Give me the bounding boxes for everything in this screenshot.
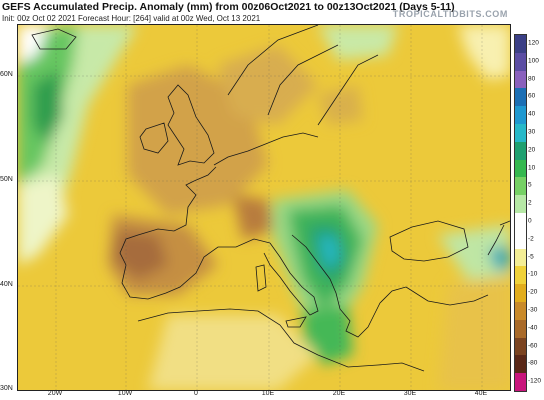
colorbar-label: 80 (528, 75, 536, 82)
latitude-label: 60N (0, 71, 13, 78)
colorbar-segment (515, 177, 526, 196)
latitude-label: 40N (0, 281, 13, 288)
map-canvas (18, 25, 510, 390)
map-title: GEFS Accumulated Precip. Anomaly (mm) fr… (2, 1, 455, 13)
colorbar-segment (515, 266, 526, 285)
longitude-label: 30E (403, 390, 417, 397)
colorbar-label: -80 (528, 359, 538, 367)
colorbar-label: 10 (528, 164, 536, 171)
colorbar-label: 2 (528, 199, 532, 207)
colorbar-segment (515, 302, 526, 321)
colorbar-segment (515, 124, 526, 143)
colorbar-label: -30 (528, 306, 538, 314)
colorbar-segment (515, 195, 526, 214)
colorbar-segment (515, 35, 526, 54)
colorbar-segment (515, 319, 526, 339)
colorbar-label: 100 (528, 57, 539, 65)
colorbar-label: -20 (528, 288, 538, 296)
colorbar-segment (515, 70, 526, 89)
longitude-label: 10W (117, 390, 133, 397)
colorbar-segment (515, 52, 526, 72)
longitude-label: 20E (332, 390, 346, 397)
map-subtitle: Init: 00z Oct 02 2021 Forecast Hour: [26… (2, 14, 261, 23)
anomaly-field (18, 25, 510, 390)
longitude-label: 20W (47, 390, 63, 397)
colorbar-segment (515, 373, 526, 392)
colorbar-segment (515, 106, 526, 125)
colorbar-label: -10 (528, 270, 538, 278)
latitude-label: 50N (0, 176, 13, 183)
graticule (18, 25, 510, 390)
colorbar-label: 5 (528, 181, 532, 189)
colorbar-segment (515, 230, 526, 250)
colorbar-label: -60 (528, 342, 538, 349)
colorbar-label: 40 (528, 110, 536, 118)
colorbar-label: 30 (528, 128, 536, 136)
latitude-label: 30N (0, 385, 13, 392)
colorbar-segment (515, 284, 526, 303)
colorbar-segment (515, 141, 526, 161)
colorbar-label: -40 (528, 324, 538, 332)
colorbar-label: 0 (528, 217, 532, 225)
colorbar-segment (515, 248, 526, 267)
longitude-label: 10E (261, 390, 275, 397)
colorbar (514, 34, 527, 392)
precip-anomaly-map (17, 24, 511, 391)
longitude-label: 0 (194, 390, 198, 397)
colorbar-segment (515, 213, 526, 232)
colorbar-segment (515, 355, 526, 374)
colorbar-label: 120 (528, 39, 539, 47)
colorbar-label: 60 (528, 92, 536, 100)
colorbar-label: -120 (528, 377, 542, 385)
colorbar-label: -2 (528, 235, 534, 243)
coastlines (31, 25, 510, 372)
colorbar-label: 20 (528, 146, 536, 154)
brand-watermark: TROPICALTIDBITS.COM (392, 9, 508, 19)
colorbar-label: -5 (528, 253, 534, 260)
colorbar-segment (515, 88, 526, 107)
colorbar-segment (515, 159, 526, 178)
colorbar-segment (515, 337, 526, 356)
longitude-label: 40E (474, 390, 488, 397)
